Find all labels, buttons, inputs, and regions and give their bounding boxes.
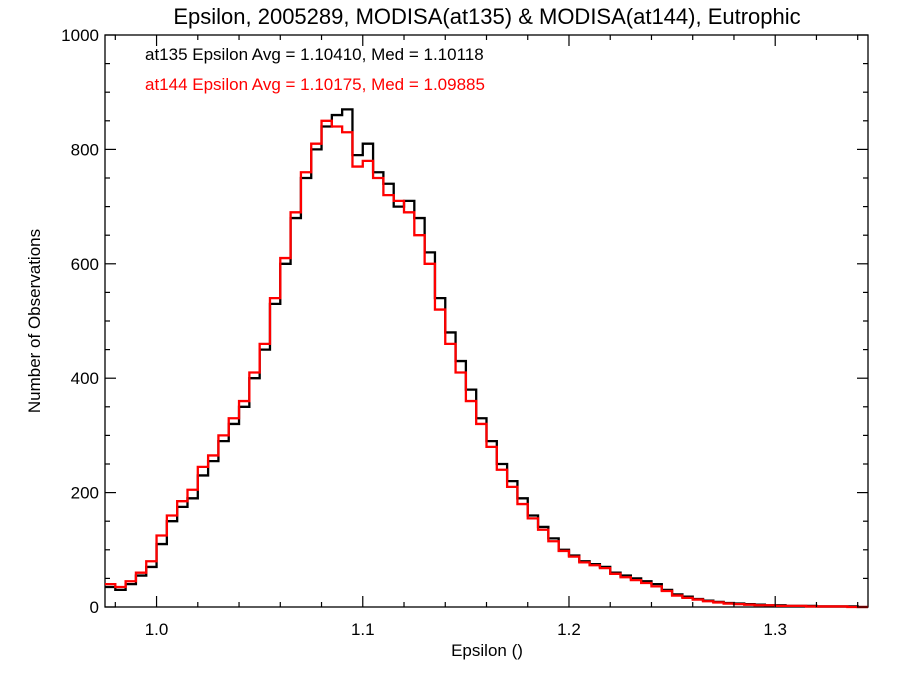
plot-area <box>104 34 869 608</box>
legend-entry-at135: at135 Epsilon Avg = 1.10410, Med = 1.101… <box>145 45 484 64</box>
x-tick-label: 1.2 <box>557 620 581 639</box>
axis-ticks: 1.0 1.1 1.2 1.3 0 200 400 600 800 1000 <box>61 26 868 639</box>
series-layer <box>105 108 868 609</box>
y-tick-label: 600 <box>71 255 99 274</box>
y-tick-label: 200 <box>71 484 99 503</box>
x-tick-label: 1.0 <box>145 620 169 639</box>
chart-title: Epsilon, 2005289, MODISA(at135) & MODISA… <box>173 4 800 29</box>
y-axis-label: Number of Observations <box>25 229 44 413</box>
series-line-at144 <box>105 119 868 609</box>
y-tick-label: 0 <box>90 598 99 617</box>
y-tick-label: 800 <box>71 140 99 159</box>
y-tick-label: 400 <box>71 369 99 388</box>
series-line-at135 <box>105 108 868 609</box>
legend-entry-at144: at144 Epsilon Avg = 1.10175, Med = 1.098… <box>145 75 485 94</box>
x-axis-label: Epsilon () <box>451 641 523 660</box>
x-tick-label: 1.1 <box>351 620 375 639</box>
x-tick-label: 1.3 <box>763 620 787 639</box>
y-tick-label: 1000 <box>61 26 99 45</box>
